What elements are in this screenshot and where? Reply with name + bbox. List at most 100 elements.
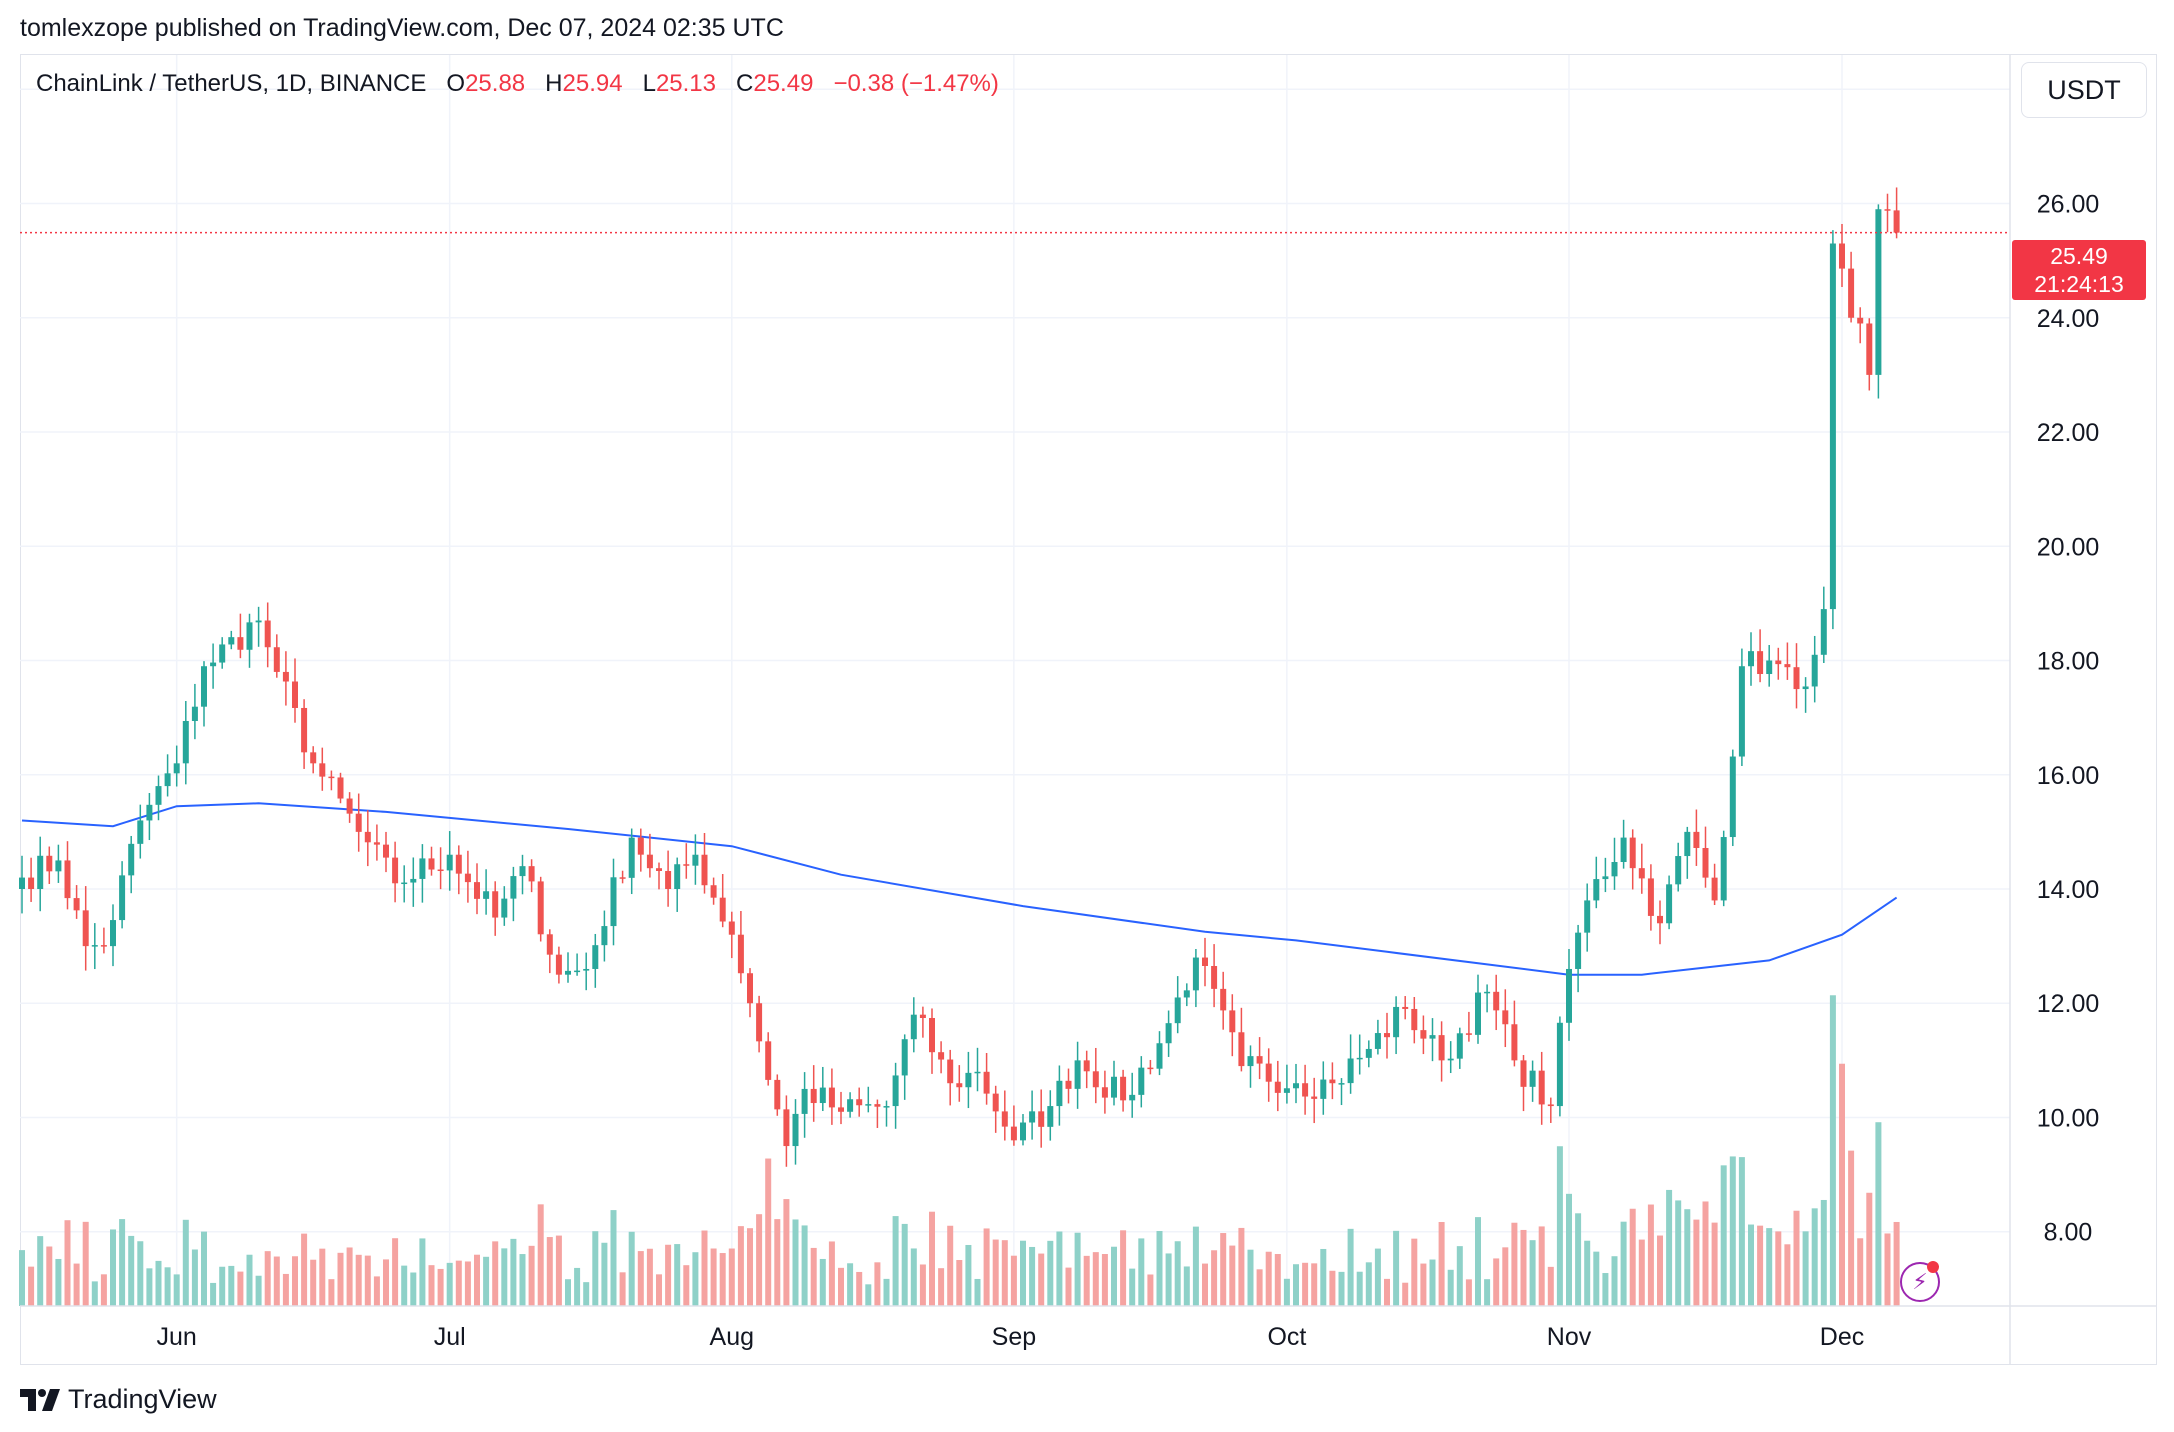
price-axis[interactable]: 8.00 10.00 12.00 14.00 16.00 18.00 20.00 22.00 2… — [2009, 55, 2100, 1364]
candle-body — [910, 1014, 917, 1040]
volume-bar — [1165, 1253, 1172, 1306]
volume-bar — [1265, 1251, 1272, 1306]
volume-bar — [1493, 1258, 1500, 1306]
volume-bar — [182, 1219, 189, 1306]
candle-body — [173, 763, 180, 774]
volume-bar — [1893, 1221, 1900, 1306]
volume-bar — [355, 1254, 362, 1306]
time-axis[interactable]: Jun Jul Aug Sep Oct Nov Dec — [20, 1305, 2157, 1351]
volume-bar — [319, 1248, 326, 1306]
volume-bar — [947, 1225, 954, 1306]
candle-body — [255, 620, 262, 623]
candle-body — [683, 864, 690, 866]
volume-bar — [292, 1256, 298, 1306]
volume-bar — [1475, 1217, 1481, 1306]
volume-bar — [1256, 1269, 1263, 1306]
candle-body — [492, 891, 499, 918]
symbol-name[interactable]: ChainLink / TetherUS, 1D, BINANCE — [36, 70, 427, 97]
candle-body — [1374, 1033, 1381, 1049]
currency-button[interactable]: USDT — [2021, 62, 2147, 118]
symbol-legend: ChainLink / TetherUS, 1D, BINANCE O25.88… — [36, 70, 999, 98]
candle-body — [819, 1087, 826, 1104]
candle-body — [1657, 915, 1663, 924]
candle-body — [1111, 1076, 1117, 1098]
candle-body — [446, 854, 453, 871]
candle-body — [665, 870, 672, 889]
volume-bar — [646, 1248, 653, 1306]
volume-bar — [492, 1241, 499, 1306]
candle-body — [974, 1071, 981, 1074]
volume-bar — [1302, 1262, 1309, 1306]
volume-bar — [1211, 1250, 1218, 1306]
volume-bar — [565, 1279, 571, 1306]
volume-bar — [1702, 1201, 1709, 1306]
candle-body — [292, 681, 298, 708]
candle-body — [46, 855, 53, 872]
volume-bar — [146, 1268, 153, 1306]
candle-body — [301, 707, 308, 753]
candle-body — [1684, 831, 1691, 857]
candle-body — [901, 1039, 908, 1076]
volume-bar — [410, 1272, 417, 1306]
candle-body — [555, 954, 562, 975]
volume-bar — [1611, 1256, 1618, 1306]
volume-bar — [1575, 1213, 1582, 1306]
volume-bar — [82, 1221, 89, 1306]
open-value: 25.88 — [465, 70, 526, 97]
volume-bar — [1829, 995, 1836, 1306]
volume-bar — [1866, 1192, 1873, 1306]
candle-body — [1129, 1094, 1136, 1101]
volume-bar — [1129, 1268, 1136, 1306]
candle-body — [1675, 856, 1682, 885]
volume-bar — [1283, 1278, 1290, 1306]
y-tick-label: 14.00 — [2037, 876, 2100, 904]
volume-bar — [1620, 1221, 1627, 1306]
candle-body — [737, 934, 744, 974]
volume-bar — [110, 1229, 116, 1306]
volume-bar — [992, 1239, 999, 1306]
chart-frame — [20, 54, 2157, 1365]
volume-bar — [583, 1282, 590, 1306]
volume-bar — [592, 1231, 599, 1306]
volume-bar — [446, 1262, 453, 1306]
grid-lines — [20, 55, 2010, 1306]
candle-body — [337, 777, 344, 799]
volume-bar — [938, 1268, 945, 1306]
volume-bar — [464, 1261, 471, 1306]
volume-bar — [1393, 1230, 1400, 1306]
volume-bar — [983, 1228, 990, 1306]
candle-body — [1611, 862, 1618, 877]
candle-body — [646, 854, 653, 869]
candle-body — [1693, 831, 1700, 849]
volume-bar — [1757, 1225, 1764, 1306]
volume-bar — [1502, 1247, 1509, 1306]
tradingview-logo[interactable]: TradingView — [20, 1384, 217, 1415]
last-price-value: 25.49 — [2050, 243, 2108, 269]
volume-bar — [1857, 1238, 1864, 1306]
published-info: tomlexzope published on TradingView.com,… — [20, 14, 784, 42]
candle-body — [919, 1014, 926, 1018]
volume-bar — [801, 1225, 808, 1306]
volume-bar — [1520, 1229, 1527, 1306]
volume-bar — [310, 1259, 317, 1306]
volume-bar — [710, 1248, 717, 1306]
candle-body — [637, 837, 644, 855]
volume-bar — [1657, 1235, 1663, 1306]
candle-body — [201, 666, 207, 707]
volume-bar — [1748, 1224, 1754, 1306]
volume-bar — [1775, 1231, 1782, 1306]
candle-body — [364, 831, 371, 843]
volume-bar — [856, 1271, 863, 1306]
volume-bar — [428, 1265, 435, 1306]
candle-body — [792, 1113, 799, 1147]
volume-bar — [1465, 1279, 1472, 1306]
candle-body — [1092, 1071, 1099, 1088]
volume-bar — [1438, 1222, 1445, 1306]
volume-bar — [555, 1235, 562, 1306]
candle-body — [1402, 1006, 1409, 1009]
candle-body — [1001, 1111, 1008, 1127]
volume-bar — [1001, 1240, 1008, 1306]
close-label: C — [736, 70, 754, 97]
candle-body — [1456, 1033, 1463, 1059]
